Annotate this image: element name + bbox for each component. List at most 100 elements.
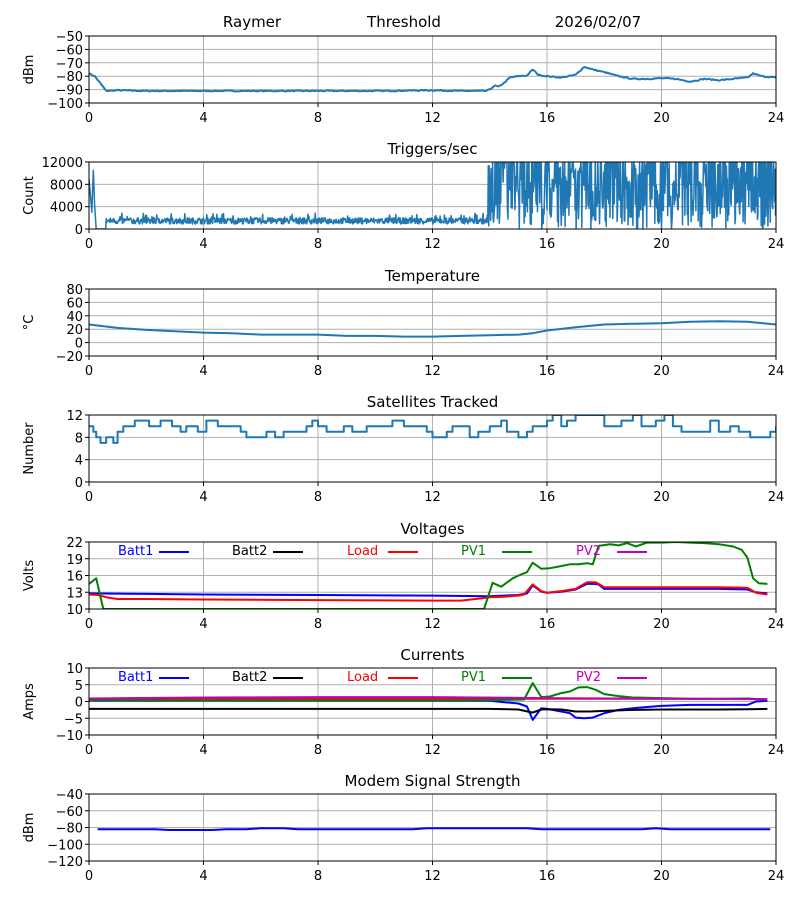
x-tick-label: 16 bbox=[539, 617, 556, 632]
legend-label: PV2 bbox=[576, 544, 601, 559]
legend-label: PV2 bbox=[576, 670, 601, 685]
legend-item-pv2: PV2 bbox=[576, 544, 647, 559]
y-tick-label: 8 bbox=[75, 431, 83, 446]
y-tick-label: 22 bbox=[66, 536, 83, 551]
series-line-satellites bbox=[89, 415, 776, 444]
legend-item-load: Load bbox=[347, 670, 418, 685]
plot-area bbox=[89, 415, 776, 444]
x-tick-label: 12 bbox=[424, 490, 441, 505]
y-tick-label: 16 bbox=[66, 570, 83, 585]
panel-title: Voltages bbox=[400, 520, 464, 538]
x-tick-label: 4 bbox=[199, 743, 207, 758]
legend-label: Load bbox=[347, 670, 378, 685]
y-axis-label: dBm bbox=[22, 813, 37, 843]
x-tick-label: 24 bbox=[768, 490, 785, 505]
x-tick-label: 4 bbox=[199, 490, 207, 505]
x-tick-label: 24 bbox=[768, 743, 785, 758]
legend-label: PV1 bbox=[461, 670, 486, 685]
mode-label: Threshold bbox=[366, 13, 441, 31]
plot-area bbox=[89, 682, 768, 721]
legend-item-pv1: PV1 bbox=[461, 670, 532, 685]
plot-area bbox=[97, 827, 771, 831]
series-line-load bbox=[89, 581, 768, 602]
x-tick-label: 0 bbox=[85, 743, 93, 758]
panel-title: Modem Signal Strength bbox=[345, 772, 521, 790]
x-tick-label: 16 bbox=[539, 237, 556, 252]
y-tick-label: 0 bbox=[75, 696, 83, 711]
x-tick-label: 4 bbox=[199, 111, 207, 126]
panel-satellites: 0 4 8 12 16 20 24 0 4 8 12 Satellites Tracked Number bbox=[22, 393, 784, 505]
y-tick-label: −120 bbox=[47, 855, 83, 870]
plot-area bbox=[89, 542, 768, 609]
x-tick-label: 20 bbox=[653, 237, 670, 252]
x-tick-label: 12 bbox=[424, 237, 441, 252]
y-tick-label: −10 bbox=[56, 729, 83, 744]
x-tick-label: 4 bbox=[199, 617, 207, 632]
panel-threshold: 0 4 8 12 16 20 24 −100−90−80−70−60−50 dBm bbox=[22, 30, 784, 126]
x-tick-label: 8 bbox=[314, 490, 322, 505]
y-tick-label: −80 bbox=[56, 70, 83, 85]
legend-label: Batt2 bbox=[232, 544, 267, 559]
y-tick-label: 12 bbox=[66, 409, 83, 424]
legend-item-batt2: Batt2 bbox=[232, 670, 303, 685]
x-tick-label: 24 bbox=[768, 237, 785, 252]
panel-title: Triggers/sec bbox=[387, 140, 478, 158]
y-tick-label: −90 bbox=[56, 84, 83, 99]
y-tick-label: −100 bbox=[47, 838, 83, 853]
x-tick-label: 8 bbox=[314, 869, 322, 884]
x-tick-label: 16 bbox=[539, 364, 556, 379]
x-tick-label: 0 bbox=[85, 364, 93, 379]
y-tick-label: 12000 bbox=[42, 156, 83, 171]
figure-header: Raymer Threshold 2026/02/07 bbox=[223, 13, 641, 31]
y-tick-label: −5 bbox=[64, 712, 83, 727]
x-tick-label: 4 bbox=[199, 237, 207, 252]
y-tick-label: 10 bbox=[66, 662, 83, 677]
legend-item-pv1: PV1 bbox=[461, 544, 532, 559]
station-name: Raymer bbox=[223, 13, 282, 31]
x-tick-label: 16 bbox=[539, 869, 556, 884]
y-tick-label: 80 bbox=[66, 283, 83, 298]
legend-item-batt1: Batt1 bbox=[118, 670, 189, 685]
series-line-pv1 bbox=[89, 542, 768, 609]
x-tick-label: 8 bbox=[314, 617, 322, 632]
x-tick-label: 8 bbox=[314, 743, 322, 758]
y-tick-label: −20 bbox=[56, 350, 83, 365]
x-tick-label: 12 bbox=[424, 743, 441, 758]
x-tick-label: 0 bbox=[85, 237, 93, 252]
series-line-batt2 bbox=[89, 707, 768, 714]
legend-label: Batt1 bbox=[118, 544, 153, 559]
x-tick-label: 24 bbox=[768, 617, 785, 632]
y-tick-label: −60 bbox=[56, 805, 83, 820]
x-tick-label: 12 bbox=[424, 364, 441, 379]
y-axis-label: Count bbox=[22, 176, 37, 215]
x-tick-label: 8 bbox=[314, 237, 322, 252]
x-tick-label: 12 bbox=[424, 617, 441, 632]
plot-area bbox=[89, 162, 776, 229]
x-tick-label: 16 bbox=[539, 490, 556, 505]
y-tick-label: 8000 bbox=[50, 178, 83, 193]
legend-label: PV1 bbox=[461, 544, 486, 559]
legend-item-batt2: Batt2 bbox=[232, 544, 303, 559]
y-tick-label: 19 bbox=[66, 553, 83, 568]
x-tick-label: 4 bbox=[199, 869, 207, 884]
x-tick-label: 16 bbox=[539, 743, 556, 758]
series-line-temperature bbox=[89, 320, 776, 338]
plot-area bbox=[89, 320, 776, 338]
y-axis-label: Volts bbox=[22, 560, 37, 592]
x-tick-label: 20 bbox=[653, 743, 670, 758]
x-tick-label: 0 bbox=[85, 869, 93, 884]
y-tick-label: −60 bbox=[56, 43, 83, 58]
y-tick-label: 4 bbox=[75, 454, 83, 469]
plot-area bbox=[89, 66, 776, 93]
y-tick-label: −50 bbox=[56, 30, 83, 45]
x-tick-label: 20 bbox=[653, 490, 670, 505]
x-tick-label: 24 bbox=[768, 869, 785, 884]
legend-label: Batt2 bbox=[232, 670, 267, 685]
series-line-threshold bbox=[89, 66, 776, 93]
x-tick-label: 20 bbox=[653, 111, 670, 126]
y-tick-label: −80 bbox=[56, 822, 83, 837]
y-tick-label: 60 bbox=[66, 296, 83, 311]
series-line-modem bbox=[97, 827, 771, 831]
